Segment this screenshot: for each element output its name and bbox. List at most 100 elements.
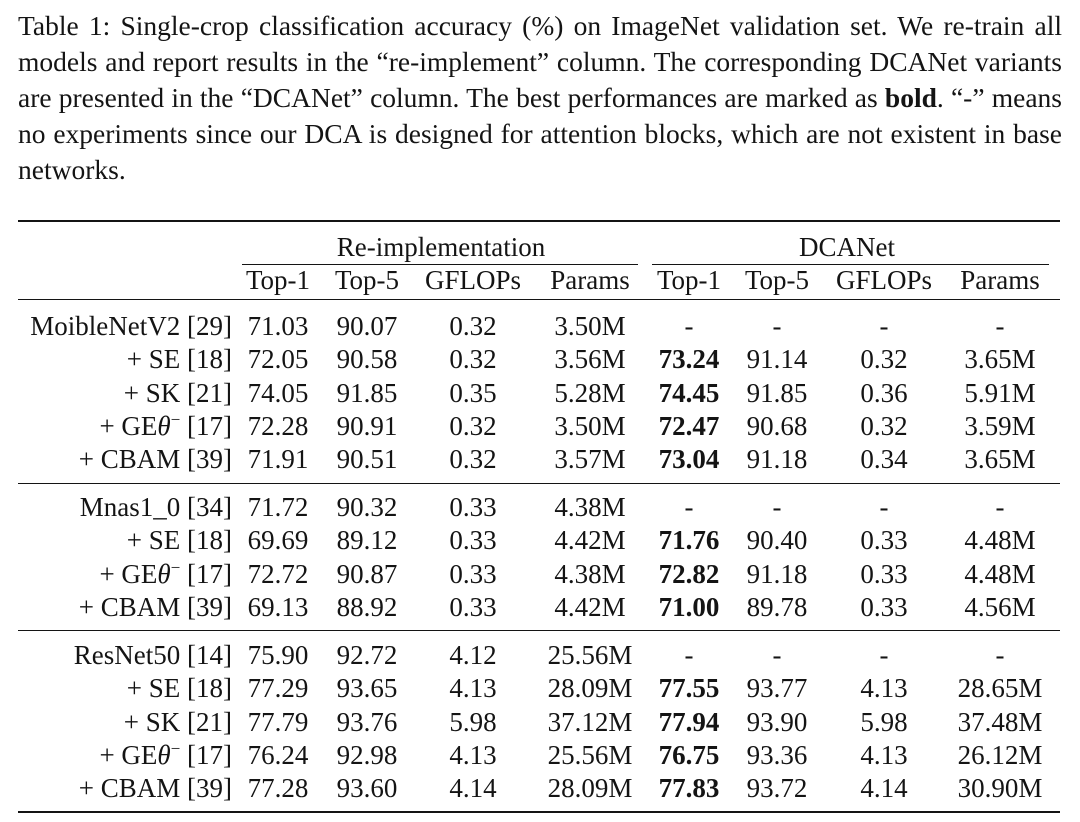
table-cell: 3.56M <box>554 344 626 375</box>
column-header: Top-5 <box>334 265 400 295</box>
table-cell: 25.56M <box>547 739 633 770</box>
table-cell: 0.33 <box>860 558 908 589</box>
table-cell: - <box>879 311 889 341</box>
table-cell: 0.36 <box>860 377 908 408</box>
table-cell: 4.12 <box>449 640 497 670</box>
table-cell: 90.07 <box>336 311 398 341</box>
table-cell: 69.69 <box>247 525 309 556</box>
table-cell: 69.13 <box>247 591 309 622</box>
table-cell: - <box>772 492 782 522</box>
table-cell: 0.32 <box>860 344 908 375</box>
table-cell: 90.87 <box>336 558 398 589</box>
column-header: GFLOPs <box>835 265 933 295</box>
table-cell: 5.91M <box>964 377 1036 408</box>
table-cell: 77.83 <box>659 773 720 803</box>
model-name: + SE [18] <box>126 344 232 375</box>
table-cell: 90.58 <box>336 344 398 375</box>
table-cell: 4.14 <box>449 773 497 804</box>
table-cell: 0.32 <box>449 410 497 441</box>
table-cell: 5.28M <box>554 377 626 408</box>
model-name: Mnas1_0 [34] <box>79 492 232 522</box>
group-header-dcanet: DCANet <box>799 232 895 262</box>
caption-text-end: . “-” means no experiments since our DCA… <box>18 82 1062 185</box>
table-cell: 4.56M <box>964 591 1036 622</box>
column-header: Top-1 <box>656 265 722 295</box>
table-cell: 71.03 <box>247 311 309 341</box>
table-cell: 91.85 <box>336 377 398 408</box>
table-cell: 71.00 <box>659 592 720 622</box>
table-cell: 91.18 <box>746 444 808 475</box>
table-cell: 93.76 <box>336 706 398 737</box>
table-cell: 3.50M <box>554 311 626 341</box>
table-cell: 76.75 <box>659 740 720 770</box>
table-cell: 88.92 <box>336 591 398 622</box>
table-cell: 72.28 <box>247 410 309 441</box>
table-cell: 93.65 <box>336 673 398 704</box>
table-cell: 4.13 <box>860 673 908 704</box>
best-top1-value: 73.24 <box>658 344 720 375</box>
table-cell: - <box>684 311 694 341</box>
table-cell: 92.72 <box>336 640 398 670</box>
table-cell: 28.09M <box>547 773 633 804</box>
model-name: + GEθ− [17] <box>99 409 232 441</box>
best-top1-value: 74.45 <box>658 377 720 408</box>
table-cell: 73.04 <box>659 444 720 474</box>
caption-bold-word: bold <box>884 82 937 113</box>
table-cell: 73.24 <box>659 344 720 374</box>
best-top1-value: 71.00 <box>658 591 720 622</box>
column-header: Top-5 <box>744 265 810 295</box>
table-cell: 76.24 <box>247 739 309 770</box>
table-cell: - <box>879 492 889 522</box>
best-top1-value: 77.83 <box>658 773 720 804</box>
table-cell: 77.79 <box>247 706 309 737</box>
table-cell: 4.48M <box>964 525 1036 556</box>
table-cell: 77.28 <box>247 773 309 804</box>
best-top1-value: 77.94 <box>658 706 720 737</box>
best-top1-value: 72.82 <box>658 558 720 589</box>
table-cell: - <box>995 640 1005 670</box>
best-top1-value: 76.75 <box>658 739 720 770</box>
table-cell: 3.50M <box>554 410 626 441</box>
table-cell: 72.82 <box>659 559 720 589</box>
model-name: + CBAM [39] <box>78 591 232 622</box>
column-header: GFLOPs <box>424 265 522 295</box>
table-cell: 90.91 <box>336 410 398 441</box>
table-cell: 3.65M <box>964 344 1036 375</box>
table-cell: 72.47 <box>659 411 720 441</box>
table-cell: 89.78 <box>746 591 808 622</box>
table-cell: 0.35 <box>449 377 497 408</box>
table-caption: Table 1: Single-crop classification accu… <box>18 8 1062 188</box>
table-cell: 37.48M <box>957 706 1043 737</box>
table-cell: 72.72 <box>247 558 309 589</box>
table-cell: - <box>684 640 694 670</box>
table-cell: 90.40 <box>746 525 808 556</box>
table-cell: 4.13 <box>449 673 497 704</box>
table-cell: - <box>772 311 782 341</box>
column-header: Params <box>960 265 1040 295</box>
table-cell: 91.85 <box>746 377 808 408</box>
table-cell: 0.32 <box>860 410 908 441</box>
table-cell: 4.38M <box>554 492 626 522</box>
group-header-reimplementation: Re-implementation <box>336 232 546 262</box>
table-cell: 93.77 <box>746 673 808 704</box>
column-header: Params <box>550 265 630 295</box>
model-name: + SK [21] <box>123 706 232 737</box>
table-cell: 75.90 <box>247 640 309 670</box>
model-name: MoibleNetV2 [29] <box>30 311 232 341</box>
table-cell: - <box>995 311 1005 341</box>
caption-text-start: Table 1: Single-crop classification accu… <box>18 10 1062 113</box>
table-cell: 0.33 <box>860 525 908 556</box>
model-name: + SK [21] <box>123 377 232 408</box>
table-cell: 91.18 <box>746 558 808 589</box>
model-name: + SE [18] <box>126 525 232 556</box>
table-cell: 4.48M <box>964 558 1036 589</box>
best-top1-value: 71.76 <box>658 525 720 556</box>
table-cell: 5.98 <box>449 706 497 737</box>
table-cell: 72.05 <box>247 344 309 375</box>
table-cell: 4.42M <box>554 525 626 556</box>
model-name: ResNet50 [14] <box>73 640 232 670</box>
table-cell: 71.72 <box>247 492 309 522</box>
best-top1-value: 73.04 <box>658 444 720 475</box>
table-cell: 0.32 <box>449 344 497 375</box>
header-rule <box>18 299 1060 300</box>
